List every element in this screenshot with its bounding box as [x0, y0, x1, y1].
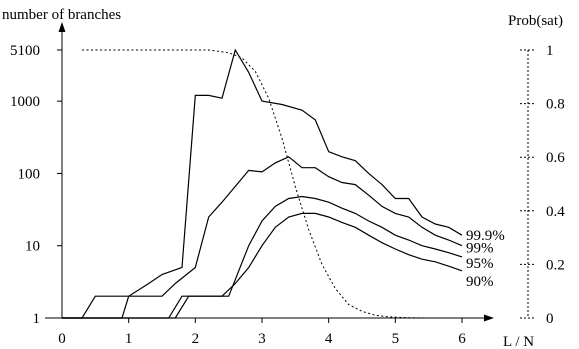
prob-layer	[82, 49, 462, 319]
y-tick-label: 100	[18, 166, 41, 182]
series-label: 99%	[466, 241, 494, 257]
x-axis-label: L / N	[503, 334, 534, 349]
y-tick-label: 5100	[10, 43, 40, 59]
x-tick-label: 6	[458, 331, 466, 347]
x-tick-label: 2	[192, 331, 200, 347]
y-ticks: 1 10 100 1000 5100	[10, 43, 62, 327]
series-label: 95%	[466, 256, 494, 272]
y-tick-label: 1000	[10, 94, 40, 110]
y-tick-label: 1	[33, 311, 41, 327]
x-tick-label: 3	[258, 331, 266, 347]
x-tick-label: 5	[392, 331, 400, 347]
y-axis-label: number of branches	[2, 7, 121, 23]
y-axis-arrow	[58, 22, 66, 32]
x-tick-label: 0	[58, 331, 66, 347]
y2-tick-label: 0.2	[546, 257, 565, 273]
x-tick-label: 1	[125, 331, 133, 347]
series-label: 99.9%	[466, 228, 505, 244]
series-label: 90%	[466, 274, 494, 290]
x-ticks: 0 1 2 3 4 5 6	[58, 318, 466, 347]
series-line	[62, 212, 463, 319]
series-labels: 99.9%99%95% 90%	[466, 228, 505, 290]
series-line	[62, 48, 463, 319]
x-tick-label: 4	[325, 331, 333, 347]
y2-tick-label: 0	[546, 311, 554, 327]
x-axis-arrow	[484, 314, 494, 322]
y2-tick-label: 1	[546, 43, 554, 59]
series-layer	[62, 48, 463, 319]
y2-tick-label: 0.6	[546, 150, 565, 166]
y2-ticks: 0 0.2 0.4 0.6 0.8 1	[520, 43, 565, 327]
y2-tick-label: 0.4	[546, 204, 565, 220]
y2-axis-label: Prob(sat)	[508, 13, 563, 29]
y2-tick-label: 0.8	[546, 97, 565, 113]
y-tick-label: 10	[25, 239, 40, 255]
prob-sat-line	[82, 49, 462, 319]
series-line	[62, 156, 463, 319]
